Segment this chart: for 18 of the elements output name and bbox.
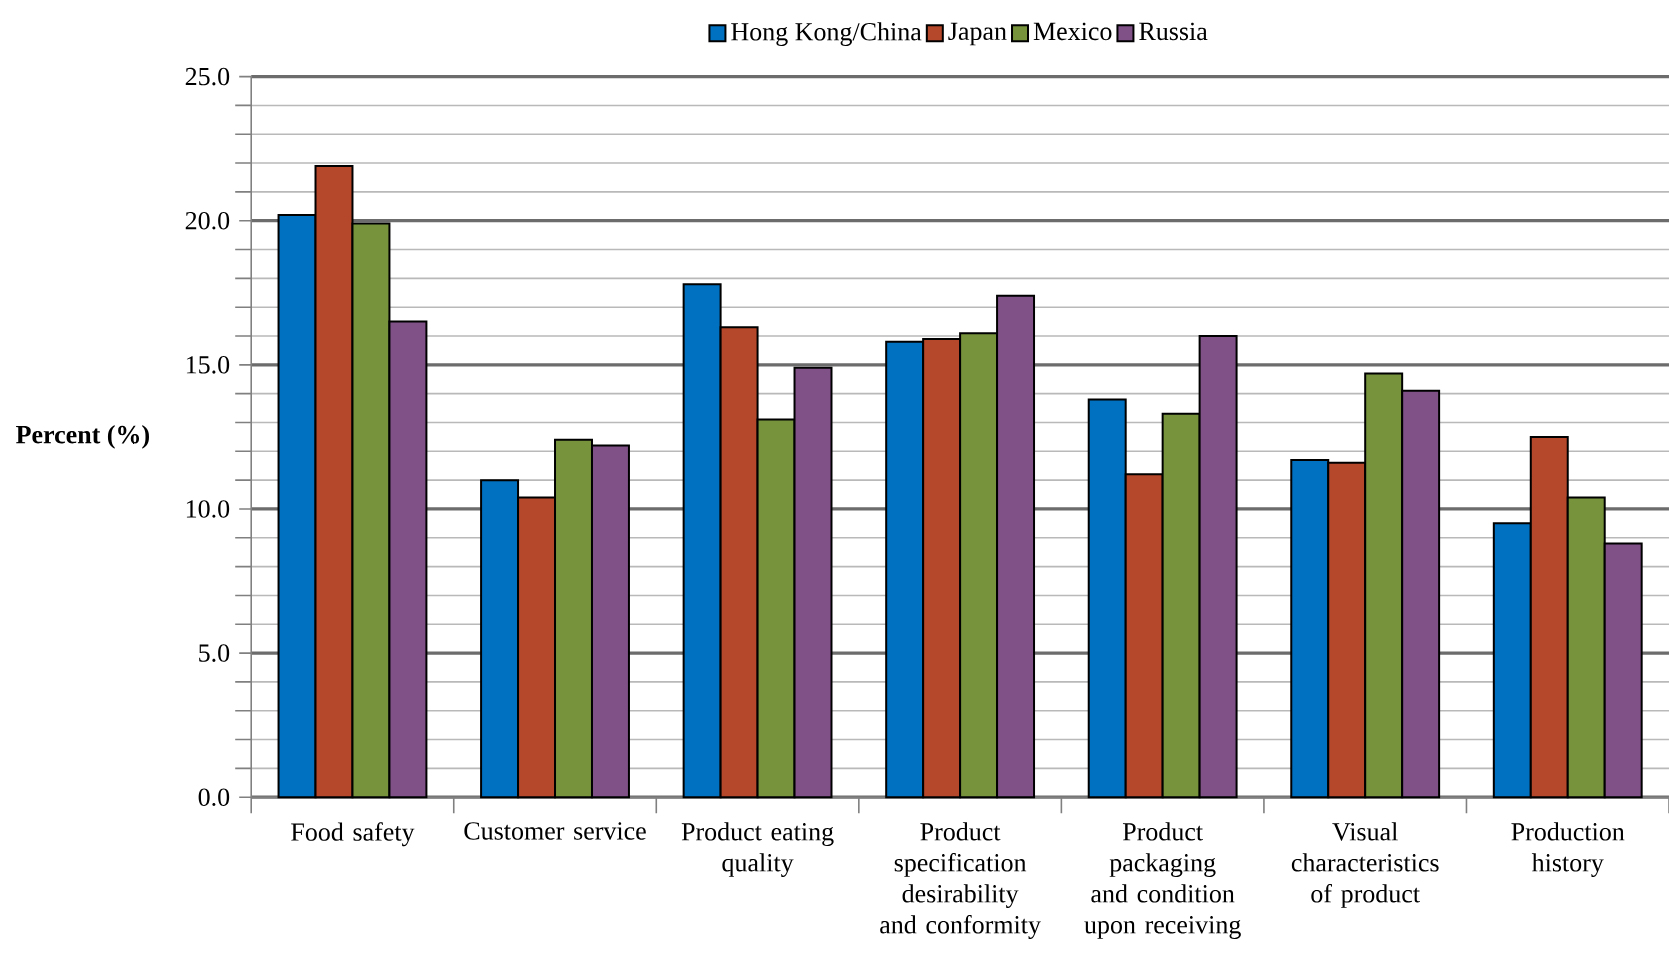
y-tick-label: 25.0 — [185, 67, 230, 86]
x-tick-label: Product eating quality — [681, 822, 834, 877]
x-tick-label: Visual characteristics of product — [1291, 822, 1439, 908]
legend-label: Russia — [1139, 22, 1208, 41]
x-tick-label: Production history — [1511, 822, 1625, 877]
y-axis-title: Percent (%) — [16, 425, 149, 449]
x-tick-label: Product specification desirability and conformity — [880, 822, 1041, 939]
legend-label: Mexico — [1033, 22, 1112, 41]
x-tick-label: Customer service — [464, 822, 646, 840]
y-tick-label: 20.0 — [185, 211, 230, 230]
legend-label: Japan — [948, 22, 1007, 46]
y-tick-label: 5.0 — [199, 644, 230, 662]
y-tick-label: 0.0 — [198, 788, 230, 807]
legend-label: Hong Kong/China — [731, 22, 922, 46]
y-tick-label: 10.0 — [186, 500, 230, 518]
x-tick-label: Food safety — [291, 822, 415, 847]
x-tick-label: Product packaging and condition upon receiving — [1084, 822, 1241, 939]
y-tick-label: 15.0 — [186, 356, 230, 374]
